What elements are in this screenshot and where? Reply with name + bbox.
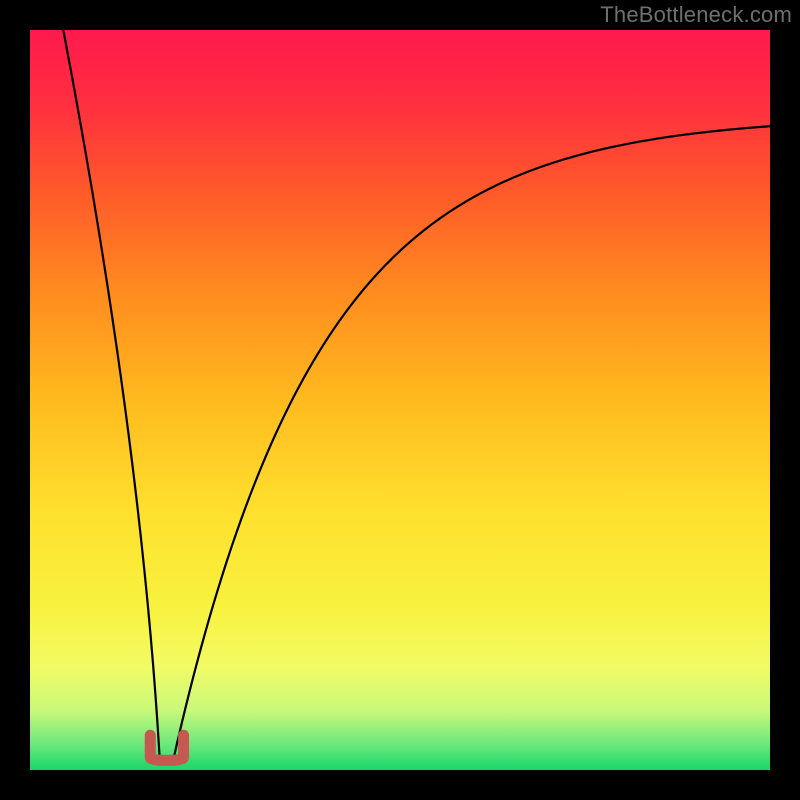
plot-background (30, 30, 770, 770)
chart-stage: TheBottleneck.com (0, 0, 800, 800)
chart-svg (0, 0, 800, 800)
